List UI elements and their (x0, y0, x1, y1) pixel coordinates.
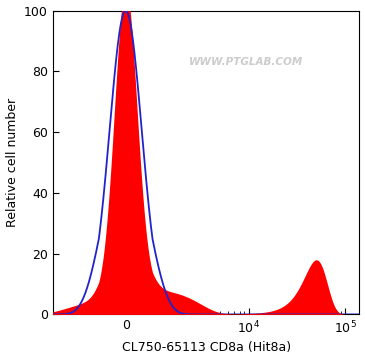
Text: WWW.PTGLAB.COM: WWW.PTGLAB.COM (189, 57, 303, 67)
Y-axis label: Relative cell number: Relative cell number (5, 98, 19, 227)
X-axis label: CL750-65113 CD8a (Hit8a): CL750-65113 CD8a (Hit8a) (122, 341, 291, 355)
